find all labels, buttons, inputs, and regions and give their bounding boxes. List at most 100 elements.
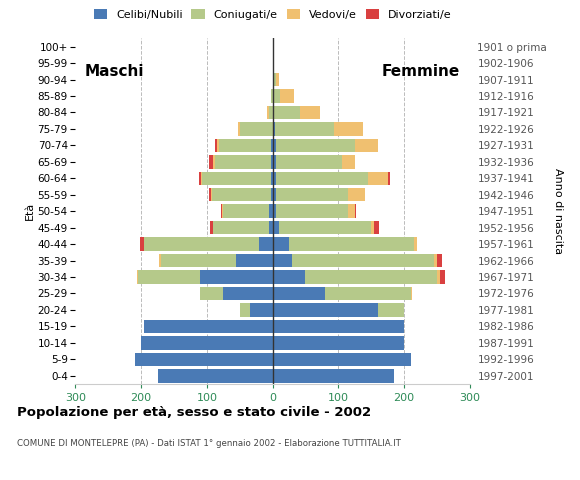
Bar	[273, 171, 276, 185]
Bar	[201, 171, 202, 185]
Bar	[414, 238, 417, 251]
Text: Maschi: Maschi	[85, 64, 144, 79]
Bar	[273, 73, 274, 86]
Legend: Celibi/Nubili, Coniugati/e, Vedovi/e, Divorziati/e: Celibi/Nubili, Coniugati/e, Vedovi/e, Di…	[94, 10, 451, 20]
Bar	[223, 287, 273, 300]
Bar	[144, 238, 259, 251]
Bar	[274, 122, 333, 136]
Bar	[334, 122, 363, 136]
Bar	[276, 204, 348, 218]
Bar	[269, 221, 273, 234]
Bar	[240, 303, 249, 317]
Bar	[355, 139, 378, 152]
Bar	[271, 89, 273, 103]
Bar	[269, 204, 273, 218]
Bar	[136, 270, 138, 284]
Bar	[273, 270, 306, 284]
Bar	[434, 254, 437, 267]
Bar	[276, 171, 368, 185]
Bar	[273, 287, 325, 300]
Bar	[273, 238, 289, 251]
Bar	[437, 254, 441, 267]
Bar	[300, 106, 320, 119]
Bar	[223, 204, 269, 218]
Bar	[213, 221, 269, 234]
Bar	[211, 188, 212, 202]
Bar	[371, 221, 375, 234]
Bar	[273, 254, 292, 267]
Bar	[200, 287, 223, 300]
Bar	[273, 106, 274, 119]
Bar	[138, 270, 200, 284]
Y-axis label: Età: Età	[25, 202, 35, 220]
Bar	[378, 303, 404, 317]
Bar	[440, 270, 445, 284]
Bar	[219, 139, 271, 152]
Bar	[213, 155, 215, 168]
Bar	[202, 171, 271, 185]
Bar	[199, 171, 201, 185]
Bar	[271, 171, 273, 185]
Bar	[281, 89, 293, 103]
Bar	[144, 320, 273, 333]
Bar	[209, 188, 211, 202]
Bar	[135, 353, 273, 366]
Bar	[274, 89, 281, 103]
Bar	[273, 188, 276, 202]
Bar	[273, 155, 276, 168]
Bar	[348, 188, 365, 202]
Bar	[306, 270, 437, 284]
Bar	[220, 204, 222, 218]
Bar	[276, 188, 348, 202]
Text: Femmine: Femmine	[382, 64, 459, 79]
Bar	[212, 188, 271, 202]
Bar	[274, 73, 276, 86]
Bar	[276, 139, 355, 152]
Bar	[437, 270, 440, 284]
Bar	[240, 122, 273, 136]
Bar	[238, 122, 240, 136]
Bar	[273, 221, 279, 234]
Bar	[411, 287, 412, 300]
Bar	[273, 336, 404, 349]
Bar	[237, 254, 273, 267]
Bar	[273, 139, 276, 152]
Bar	[387, 171, 390, 185]
Bar	[276, 155, 342, 168]
Bar	[267, 106, 269, 119]
Bar	[271, 139, 273, 152]
Y-axis label: Anno di nascita: Anno di nascita	[553, 168, 563, 254]
Bar	[273, 353, 411, 366]
Bar	[271, 188, 273, 202]
Bar	[276, 73, 279, 86]
Bar	[279, 221, 371, 234]
Bar	[259, 238, 273, 251]
Bar	[158, 369, 273, 383]
Bar	[140, 238, 144, 251]
Bar	[222, 204, 223, 218]
Bar	[215, 139, 217, 152]
Bar	[159, 254, 161, 267]
Bar	[274, 106, 300, 119]
Bar	[348, 204, 355, 218]
Bar	[200, 270, 273, 284]
Bar	[292, 254, 434, 267]
Bar	[289, 238, 414, 251]
Bar	[271, 155, 273, 168]
Bar	[273, 89, 274, 103]
Bar	[215, 155, 271, 168]
Bar	[217, 139, 219, 152]
Text: Popolazione per età, sesso e stato civile - 2002: Popolazione per età, sesso e stato civil…	[17, 406, 372, 419]
Bar	[355, 204, 356, 218]
Bar	[249, 303, 273, 317]
Bar	[325, 287, 411, 300]
Bar	[342, 155, 355, 168]
Bar	[141, 336, 273, 349]
Bar	[209, 155, 213, 168]
Bar	[273, 122, 274, 136]
Bar	[375, 221, 379, 234]
Bar	[368, 171, 387, 185]
Bar	[269, 106, 273, 119]
Bar	[273, 303, 378, 317]
Text: COMUNE DI MONTELEPRE (PA) - Dati ISTAT 1° gennaio 2002 - Elaborazione TUTTITALIA: COMUNE DI MONTELEPRE (PA) - Dati ISTAT 1…	[17, 439, 401, 448]
